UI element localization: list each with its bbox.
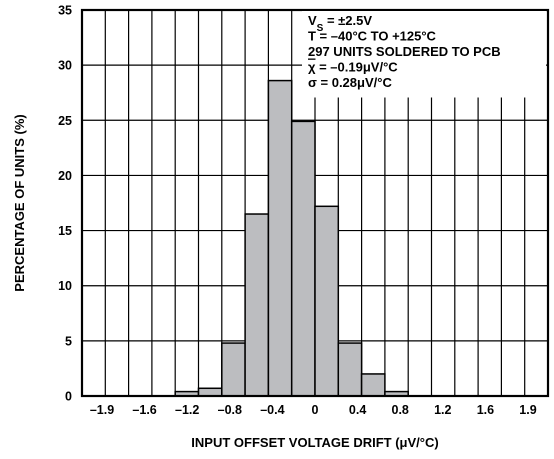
y-tick-label: 30 <box>58 59 72 73</box>
x-tick-label: 0 <box>312 403 319 417</box>
x-tick-label: –1.9 <box>90 403 114 417</box>
histogram-bar <box>197 387 223 397</box>
annotation-line: χ = –0.19μV/°C <box>308 60 398 75</box>
x-tick-labels: –1.9 –1.6 –1.2 –0.8 –0.4 0 0.4 0.8 1.2 1.6 1.9 <box>90 403 537 417</box>
y-tick-label: 15 <box>58 224 72 238</box>
annotation-symbol: V <box>308 13 317 28</box>
annotation-line: T = –40°C TO +125°C <box>308 29 437 44</box>
y-tick-label: 10 <box>58 279 72 293</box>
annotation-symbol: χ <box>308 60 316 75</box>
x-tick-label: 1.2 <box>434 403 451 417</box>
histogram-bar <box>221 342 246 397</box>
histogram-bar <box>337 342 363 397</box>
x-tick-label: –1.2 <box>175 403 199 417</box>
y-tick-label: 25 <box>58 114 72 128</box>
annotation-value: = –0.19μV/°C <box>315 60 398 75</box>
annotation-line: 297 UNITS SOLDERED TO PCB <box>308 44 501 59</box>
x-axis-title: INPUT OFFSET VOLTAGE DRIFT (μV/°C) <box>191 435 438 450</box>
y-axis-title: PERCENTAGE OF UNITS (%) <box>12 114 27 291</box>
histogram-bar <box>290 120 316 397</box>
x-tick-label: 1.6 <box>477 403 494 417</box>
annotation-line: VS = ±2.5V <box>308 13 372 34</box>
histogram-bar <box>314 205 340 397</box>
annotation-background <box>302 11 546 98</box>
histogram-bars <box>174 79 409 397</box>
annotation-value: = ±2.5V <box>323 13 372 28</box>
histogram-bar <box>267 79 293 397</box>
x-tick-label: –0.8 <box>218 403 242 417</box>
y-tick-label: 0 <box>65 390 72 404</box>
x-tick-label: 1.9 <box>519 403 536 417</box>
y-tick-label: 20 <box>58 169 72 183</box>
annotation-subscript: S <box>317 23 324 34</box>
annotation-line: σ = 0.28μV/°C <box>308 75 392 90</box>
x-tick-label: –1.6 <box>132 403 156 417</box>
y-tick-label: 35 <box>58 4 72 18</box>
y-tick-labels: 0 5 10 15 20 25 30 35 <box>58 4 72 404</box>
plot-frame <box>80 8 550 398</box>
plot-border <box>80 8 550 398</box>
y-tick-label: 5 <box>65 334 72 348</box>
histogram-bar <box>244 213 270 397</box>
x-tick-label: 0.8 <box>392 403 409 417</box>
x-tick-label: 0.4 <box>349 403 366 417</box>
x-tick-label: –0.4 <box>260 403 284 417</box>
histogram-bar <box>360 373 386 397</box>
